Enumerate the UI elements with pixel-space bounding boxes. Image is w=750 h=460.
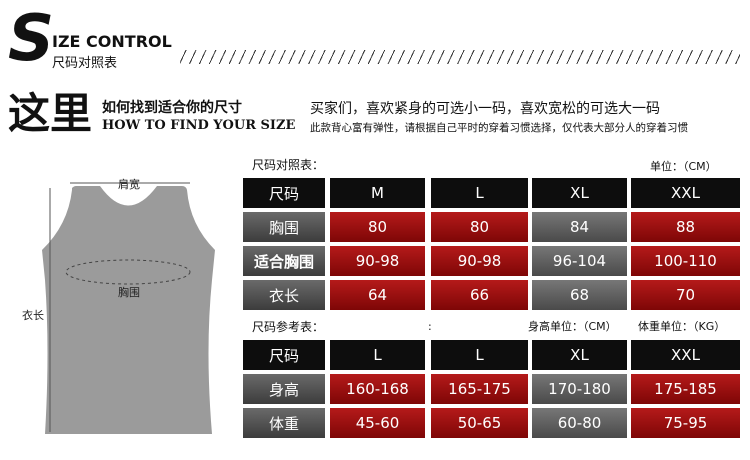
- table-header-cell: L: [431, 340, 528, 370]
- length-label: 衣长: [22, 307, 44, 323]
- intro-line1: 买家们，喜欢紧身的可选小一码，喜欢宽松的可选大一码: [310, 101, 660, 117]
- table-cell: 45-60: [330, 408, 425, 438]
- table-cell: 165-175: [431, 374, 528, 404]
- table-cell: 75-95: [631, 408, 740, 438]
- table-cell: 身高: [243, 374, 325, 404]
- table-header-cell: XXL: [631, 340, 740, 370]
- table-header-cell: XL: [532, 340, 627, 370]
- table-cell: 100-110: [631, 246, 740, 276]
- table-cell: 80: [431, 212, 528, 242]
- table-cell: 68: [532, 280, 627, 310]
- table-cell: 90-98: [431, 246, 528, 276]
- table-cell: 胸围: [243, 212, 325, 242]
- chest-label: 胸围: [118, 286, 140, 299]
- table-cell: 84: [532, 212, 627, 242]
- table-header-cell: XL: [532, 178, 627, 208]
- intro-cn: 如何找到适合你的尺寸: [102, 100, 242, 116]
- table-cell: 160-168: [330, 374, 425, 404]
- table-header-cell: 尺码: [243, 340, 325, 370]
- tank-shape: [42, 186, 215, 434]
- table-cell: 50-65: [431, 408, 528, 438]
- table-header-cell: L: [330, 340, 425, 370]
- chest-line: [65, 259, 191, 285]
- table-cell: 70: [631, 280, 740, 310]
- hatch: [180, 50, 740, 64]
- table-cell: 体重: [243, 408, 325, 438]
- shoulder-label: 肩宽: [118, 178, 140, 191]
- table-header-cell: 尺码: [243, 178, 325, 208]
- header-letter: S: [8, 2, 55, 76]
- table-cell: 90-98: [330, 246, 425, 276]
- table-cell: 60-80: [532, 408, 627, 438]
- table-cell: 170-180: [532, 374, 627, 404]
- table-cell: 88: [631, 212, 740, 242]
- table2-unit-weight: 体重单位：（KG）: [638, 320, 726, 333]
- table-cell: 适合胸围: [243, 246, 325, 276]
- table1-caption: 尺码对照表：: [252, 158, 325, 172]
- table-cell: 96-104: [532, 246, 627, 276]
- intro-line2: 此款背心富有弹性，请根据自己平时的穿着习惯选择，仅代表大部分人的穿着习惯: [310, 122, 688, 134]
- table2-unit-height: 身高单位：（CM）: [528, 320, 617, 333]
- table-header-cell: XXL: [631, 178, 740, 208]
- table-cell: 175-185: [631, 374, 740, 404]
- intro-en: HOW TO FIND YOUR SIZE: [102, 118, 296, 133]
- table1-unit: 单位：（CM）: [650, 160, 717, 173]
- header-title: IZE CONTROL: [52, 32, 172, 51]
- header-subtitle: 尺码对照表: [52, 56, 118, 71]
- table-cell: 64: [330, 280, 425, 310]
- table-header-cell: L: [431, 178, 528, 208]
- table-cell: 衣长: [243, 280, 325, 310]
- table-header-cell: M: [330, 178, 425, 208]
- tank-diagram: [42, 182, 215, 434]
- table2-mark: :: [428, 320, 432, 333]
- table2-caption: 尺码参考表：: [252, 320, 325, 334]
- table-cell: 66: [431, 280, 528, 310]
- intro-big: 这里: [8, 89, 93, 138]
- table-cell: 80: [330, 212, 425, 242]
